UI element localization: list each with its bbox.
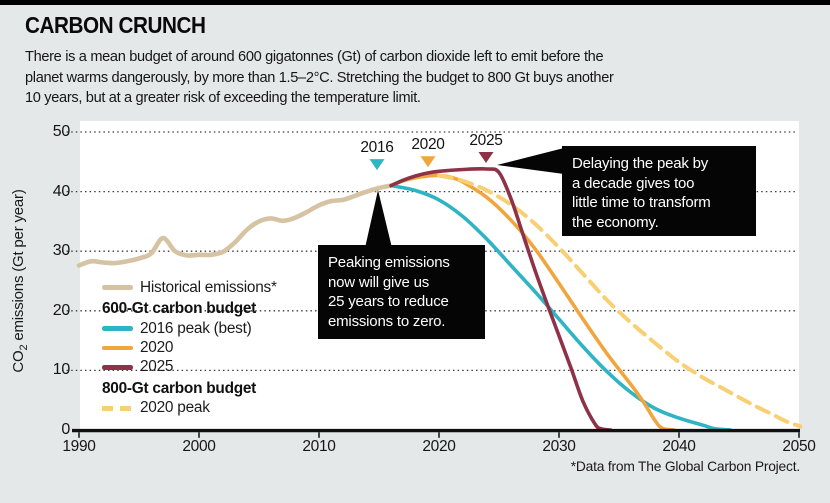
- y-axis-title: CO2 emissions (Gt per year): [10, 165, 30, 397]
- legend-group-800gt: 800-Gt carbon budget: [102, 380, 257, 398]
- x-tick-label-2030: 2030: [542, 438, 576, 455]
- historical-line-swatch: [102, 285, 133, 290]
- peak-marker-label-2020: 2020: [411, 136, 445, 154]
- callout-pointer-delay-peak: [497, 148, 564, 174]
- x-tick-label-2000: 2000: [182, 438, 216, 455]
- y-tick-label-0: 0: [61, 421, 70, 438]
- callout-delay-line-1: Delaying the peak by: [572, 155, 709, 172]
- data-source-note: *Data from The Global Carbon Project.: [570, 459, 801, 474]
- y-tick-label-30: 30: [52, 242, 71, 260]
- x-tick-label-2020: 2020: [422, 438, 456, 455]
- legend-item-historical: Historical emissions*: [102, 278, 277, 297]
- legend-item-2020-peak-600: 2020: [102, 338, 277, 357]
- callout-peak-now-line-1: Peaking emissions: [328, 254, 450, 271]
- legend-label-2020-peak-600: 2020: [140, 339, 174, 357]
- y-tick-label-20: 20: [52, 301, 71, 319]
- y-axis-title-subscript: 2: [18, 344, 30, 351]
- legend-label-2016-peak: 2016 peak (best): [140, 319, 252, 337]
- legend-label-2020-peak-800: 2020 peak: [140, 399, 210, 417]
- callout-delay-peak: Delaying the peak by a decade gives too …: [562, 146, 756, 236]
- peak-marker-label-2016: 2016: [360, 139, 394, 157]
- y-tick-label-50: 50: [52, 123, 71, 140]
- legend-group-600gt: 600-Gt carbon budget: [102, 300, 257, 318]
- callout-peak-now-line-3: 25 years to reduce: [328, 293, 449, 310]
- peak-marker-triangle-2020: [420, 156, 436, 168]
- x-tick-label-2010: 2010: [302, 438, 336, 455]
- y-tick-label-10: 10: [52, 361, 71, 379]
- series-2025: [389, 167, 613, 432]
- top-border-bar: [0, 0, 830, 5]
- series-2016-peak-best: [389, 183, 733, 432]
- chart-title: CARBON CRUNCH: [25, 12, 206, 38]
- x-tick-label-2040: 2040: [662, 438, 696, 455]
- 2020-peak-line-swatch: [102, 345, 133, 351]
- callout-delay-line-4: the economy.: [572, 213, 659, 231]
- subtitle-line-2: planet warms dangerously, by more than 1…: [25, 69, 614, 86]
- callout-pointer-peak-now: [365, 190, 392, 248]
- subtitle-line-3: 10 years, but at a greater risk of excee…: [25, 90, 421, 107]
- legend-item-2020-peak-800: 2020 peak: [102, 399, 277, 418]
- x-tick-label-2050: 2050: [782, 438, 816, 455]
- series-2020-peak: [437, 173, 802, 429]
- 2020-peak-dashed-line-swatch: [102, 406, 133, 411]
- peak-marker-label-2025: 2025: [469, 132, 503, 149]
- legend-label-historical: Historical emissions*: [140, 278, 277, 296]
- callout-delay-line-2: a decade gives too: [572, 174, 695, 192]
- 2016-peak-line-swatch: [102, 326, 133, 332]
- 2025-peak-line-swatch: [102, 365, 133, 370]
- peak-marker-triangle-2016: [369, 159, 385, 171]
- legend-label-2025-peak: 2025: [140, 358, 174, 376]
- legend: Historical emissions* 600-Gt carbon budg…: [102, 278, 277, 418]
- callout-peak-now: Peaking emissions now will give us 25 ye…: [318, 245, 485, 339]
- y-axis-title-prefix: CO: [10, 350, 27, 373]
- series-historical-emissions: [76, 183, 394, 268]
- callout-delay-line-3: little time to transform: [572, 194, 711, 211]
- subtitle-line-1: There is a mean budget of around 600 gig…: [25, 49, 604, 65]
- callout-peak-now-line-2: now will give us: [328, 273, 430, 291]
- chart-subtitle: There is a mean budget of around 600 gig…: [25, 47, 614, 109]
- legend-item-2016-peak: 2016 peak (best): [102, 319, 277, 338]
- x-tick-label-1990: 1990: [62, 438, 96, 455]
- peak-marker-triangle-2025: [478, 152, 494, 163]
- legend-item-2025-peak: 2025: [102, 358, 277, 377]
- y-axis-title-suffix: emissions (Gt per year): [10, 189, 27, 345]
- y-tick-label-40: 40: [52, 182, 71, 200]
- callout-peak-now-line-4: emissions to zero.: [328, 312, 446, 330]
